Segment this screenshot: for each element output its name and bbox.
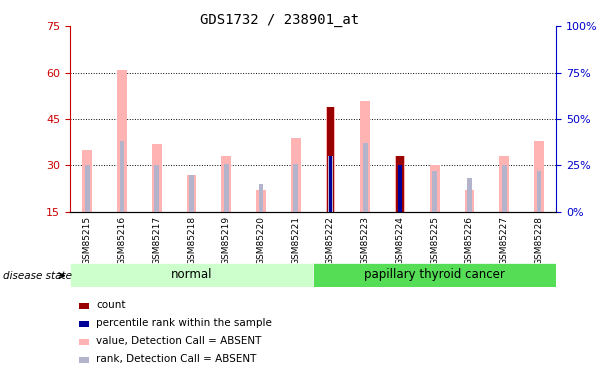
Text: GSM85218: GSM85218 bbox=[187, 216, 196, 265]
Text: GSM85216: GSM85216 bbox=[117, 216, 126, 265]
Text: disease state: disease state bbox=[3, 271, 72, 280]
Bar bbox=[467, 178, 472, 212]
Bar bbox=[83, 150, 92, 212]
Text: normal: normal bbox=[171, 268, 212, 281]
Text: GSM85224: GSM85224 bbox=[395, 216, 404, 265]
Text: GSM85217: GSM85217 bbox=[152, 216, 161, 265]
Text: papillary thyroid cancer: papillary thyroid cancer bbox=[364, 268, 505, 281]
Bar bbox=[396, 156, 404, 212]
Bar bbox=[326, 106, 336, 212]
Bar bbox=[187, 175, 196, 212]
Text: GSM85219: GSM85219 bbox=[222, 216, 231, 265]
Bar bbox=[329, 156, 332, 212]
Bar bbox=[398, 165, 402, 212]
Bar bbox=[70, 262, 313, 287]
Bar bbox=[313, 262, 556, 287]
Bar bbox=[536, 171, 541, 212]
Bar bbox=[152, 144, 162, 212]
Text: value, Detection Call = ABSENT: value, Detection Call = ABSENT bbox=[96, 336, 261, 346]
Bar bbox=[534, 141, 544, 212]
Bar bbox=[85, 165, 90, 212]
Bar bbox=[79, 339, 89, 345]
Bar bbox=[502, 165, 506, 212]
Bar bbox=[258, 184, 263, 212]
Text: GSM85220: GSM85220 bbox=[257, 216, 266, 265]
Bar bbox=[432, 171, 437, 212]
Bar bbox=[293, 164, 298, 212]
Text: GDS1732 / 238901_at: GDS1732 / 238901_at bbox=[200, 13, 359, 27]
Bar bbox=[120, 141, 125, 212]
Text: rank, Detection Call = ABSENT: rank, Detection Call = ABSENT bbox=[96, 354, 257, 364]
Text: GSM85225: GSM85225 bbox=[430, 216, 439, 265]
Bar bbox=[79, 303, 89, 309]
Bar bbox=[79, 321, 89, 327]
Bar bbox=[499, 156, 509, 212]
Text: GSM85221: GSM85221 bbox=[291, 216, 300, 265]
Text: count: count bbox=[96, 300, 126, 310]
Bar bbox=[221, 156, 231, 212]
Text: percentile rank within the sample: percentile rank within the sample bbox=[96, 318, 272, 328]
Text: GSM85223: GSM85223 bbox=[361, 216, 370, 265]
Bar bbox=[224, 164, 229, 212]
Bar bbox=[154, 165, 159, 212]
Bar bbox=[79, 357, 89, 363]
Bar bbox=[326, 106, 334, 212]
Bar bbox=[398, 167, 402, 212]
Text: GSM85215: GSM85215 bbox=[83, 216, 92, 265]
Bar bbox=[291, 138, 300, 212]
Text: GSM85227: GSM85227 bbox=[500, 216, 509, 265]
Bar bbox=[117, 70, 127, 212]
Bar bbox=[395, 156, 405, 212]
Text: GSM85228: GSM85228 bbox=[534, 216, 544, 265]
Bar bbox=[361, 100, 370, 212]
Text: GSM85222: GSM85222 bbox=[326, 216, 335, 265]
Bar bbox=[256, 190, 266, 212]
Bar bbox=[328, 156, 333, 212]
Bar bbox=[189, 175, 194, 212]
Bar bbox=[363, 143, 368, 212]
Text: GSM85226: GSM85226 bbox=[465, 216, 474, 265]
Bar bbox=[465, 190, 474, 212]
Bar bbox=[430, 165, 440, 212]
